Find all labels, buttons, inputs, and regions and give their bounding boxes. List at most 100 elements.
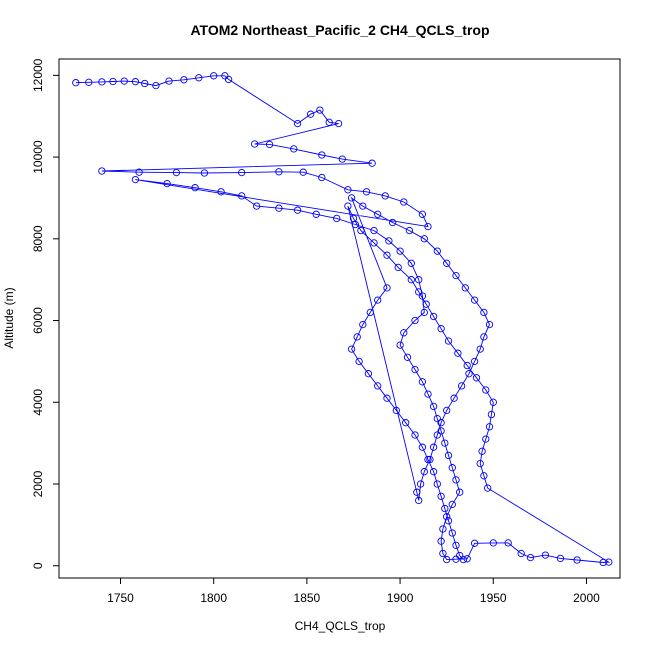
data-point bbox=[484, 484, 492, 492]
data-point bbox=[349, 214, 358, 223]
series-line bbox=[75, 75, 611, 563]
data-point bbox=[443, 406, 451, 415]
data-point bbox=[210, 72, 218, 80]
data-point bbox=[265, 140, 274, 149]
data-point bbox=[333, 214, 341, 223]
data-point bbox=[407, 276, 415, 284]
data-point bbox=[252, 202, 261, 210]
data-point bbox=[448, 529, 456, 537]
data-point bbox=[463, 361, 471, 370]
data-point bbox=[480, 308, 488, 317]
data-point bbox=[344, 186, 352, 194]
data-point bbox=[456, 551, 464, 560]
data-point bbox=[290, 145, 298, 153]
data-point bbox=[72, 79, 80, 87]
data-point bbox=[441, 439, 449, 447]
data-point bbox=[318, 173, 326, 182]
data-point bbox=[450, 394, 458, 402]
data-point bbox=[238, 192, 246, 200]
data-point bbox=[396, 247, 404, 255]
data-point bbox=[526, 553, 535, 562]
data-point bbox=[275, 168, 283, 176]
data-point bbox=[98, 78, 106, 86]
data-point bbox=[383, 284, 391, 292]
data-point bbox=[448, 500, 456, 509]
y-tick-label: 10000 bbox=[31, 140, 45, 174]
data-point bbox=[195, 74, 203, 82]
data-point bbox=[374, 382, 382, 390]
data-point bbox=[429, 443, 438, 451]
data-point bbox=[98, 167, 106, 175]
data-point bbox=[418, 210, 427, 218]
data-point bbox=[359, 202, 367, 210]
data-point bbox=[443, 555, 451, 564]
data-point bbox=[461, 284, 469, 292]
data-point bbox=[347, 345, 356, 353]
data-point bbox=[318, 151, 326, 159]
x-axis: 1750 1800 1850 1900 1950 2000 bbox=[107, 578, 600, 605]
data-point bbox=[152, 81, 160, 90]
data-point bbox=[605, 558, 613, 566]
data-point bbox=[312, 210, 320, 218]
data-point bbox=[422, 300, 430, 308]
data-point bbox=[200, 169, 209, 177]
data-point bbox=[470, 357, 479, 366]
data-point bbox=[381, 192, 389, 200]
data-point bbox=[456, 488, 464, 496]
data-point bbox=[433, 480, 441, 488]
data-point bbox=[338, 155, 346, 163]
data-point bbox=[452, 555, 460, 563]
data-point bbox=[366, 308, 374, 317]
data-point bbox=[504, 539, 512, 547]
data-point bbox=[325, 118, 333, 126]
data-point bbox=[476, 345, 484, 353]
data-point bbox=[437, 537, 445, 545]
data-point bbox=[429, 402, 438, 411]
data-point bbox=[487, 410, 496, 419]
x-tick-label: 1750 bbox=[107, 591, 134, 605]
data-point bbox=[424, 455, 432, 464]
y-tick-label: 2000 bbox=[31, 470, 45, 497]
data-point bbox=[433, 414, 441, 423]
data-point bbox=[411, 365, 419, 374]
data-point bbox=[439, 525, 447, 533]
data-point bbox=[306, 110, 315, 118]
data-point bbox=[293, 119, 302, 128]
data-point bbox=[517, 549, 525, 558]
data-point bbox=[415, 276, 423, 284]
data-point bbox=[374, 296, 382, 304]
data-point bbox=[478, 447, 486, 455]
data-point bbox=[334, 119, 343, 128]
x-tick-label: 1800 bbox=[200, 591, 227, 605]
y-tick-label: 8000 bbox=[31, 225, 45, 252]
data-point bbox=[364, 370, 373, 378]
data-point bbox=[388, 218, 397, 227]
data-point bbox=[396, 341, 404, 349]
y-axis: 0 2000 4000 6000 8000 10000 12000 bbox=[31, 58, 59, 569]
data-point bbox=[383, 251, 391, 259]
data-point bbox=[470, 296, 479, 304]
data-point bbox=[411, 316, 419, 325]
data-point bbox=[347, 194, 356, 202]
data-point bbox=[437, 419, 445, 427]
data-point bbox=[85, 78, 93, 86]
data-point bbox=[429, 468, 438, 476]
data-point bbox=[416, 480, 425, 488]
data-point bbox=[405, 226, 414, 235]
data-point bbox=[141, 79, 149, 88]
data-point bbox=[437, 427, 445, 435]
data-point bbox=[482, 435, 490, 443]
data-point bbox=[489, 398, 497, 406]
data-point bbox=[452, 271, 460, 280]
data-point bbox=[448, 464, 456, 472]
data-point bbox=[418, 443, 427, 451]
y-tick-label: 0 bbox=[31, 562, 45, 569]
data-point bbox=[437, 492, 445, 500]
data-point bbox=[439, 549, 447, 558]
chart-title: ATOM2 Northeast_Pacific_2 CH4_QCLS_trop bbox=[190, 22, 489, 38]
data-point bbox=[420, 468, 428, 476]
data-point bbox=[224, 75, 233, 84]
data-point bbox=[120, 77, 128, 85]
data-point bbox=[172, 168, 181, 177]
